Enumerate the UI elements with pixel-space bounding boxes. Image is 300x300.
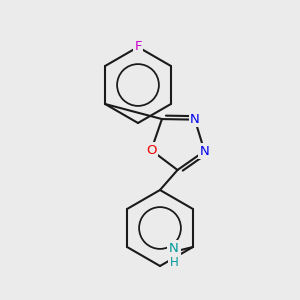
Text: N: N [190, 113, 200, 126]
Text: O: O [146, 144, 157, 157]
Text: F: F [134, 40, 142, 53]
Text: N: N [200, 145, 209, 158]
Text: N: N [169, 242, 179, 254]
Text: H: H [169, 256, 178, 269]
